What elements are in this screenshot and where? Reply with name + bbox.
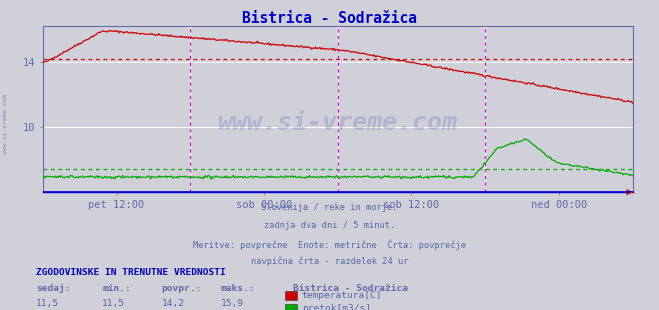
Text: www.si-vreme.com: www.si-vreme.com bbox=[3, 94, 8, 154]
Text: 11,5: 11,5 bbox=[102, 299, 125, 308]
Text: navpična črta - razdelek 24 ur: navpična črta - razdelek 24 ur bbox=[251, 257, 408, 267]
Text: pretok[m3/s]: pretok[m3/s] bbox=[302, 304, 371, 310]
Text: 14,2: 14,2 bbox=[161, 299, 185, 308]
Text: sedaj:: sedaj: bbox=[36, 284, 71, 293]
Text: Bistrica - Sodražica: Bistrica - Sodražica bbox=[242, 11, 417, 26]
Text: ZGODOVINSKE IN TRENUTNE VREDNOSTI: ZGODOVINSKE IN TRENUTNE VREDNOSTI bbox=[36, 268, 226, 277]
Text: 15,9: 15,9 bbox=[221, 299, 244, 308]
Text: temperatura[C]: temperatura[C] bbox=[302, 291, 382, 300]
Text: 11,5: 11,5 bbox=[36, 299, 59, 308]
Text: Slovenija / reke in morje.: Slovenija / reke in morje. bbox=[261, 203, 398, 212]
Text: Bistrica - Sodražica: Bistrica - Sodražica bbox=[293, 284, 409, 293]
Text: www.si-vreme.com: www.si-vreme.com bbox=[217, 111, 458, 135]
Text: maks.:: maks.: bbox=[221, 284, 255, 293]
Text: zadnja dva dni / 5 minut.: zadnja dva dni / 5 minut. bbox=[264, 221, 395, 230]
Text: min.:: min.: bbox=[102, 284, 131, 293]
Text: Meritve: povprečne  Enote: metrične  Črta: povprečje: Meritve: povprečne Enote: metrične Črta:… bbox=[193, 239, 466, 250]
Text: povpr.:: povpr.: bbox=[161, 284, 202, 293]
